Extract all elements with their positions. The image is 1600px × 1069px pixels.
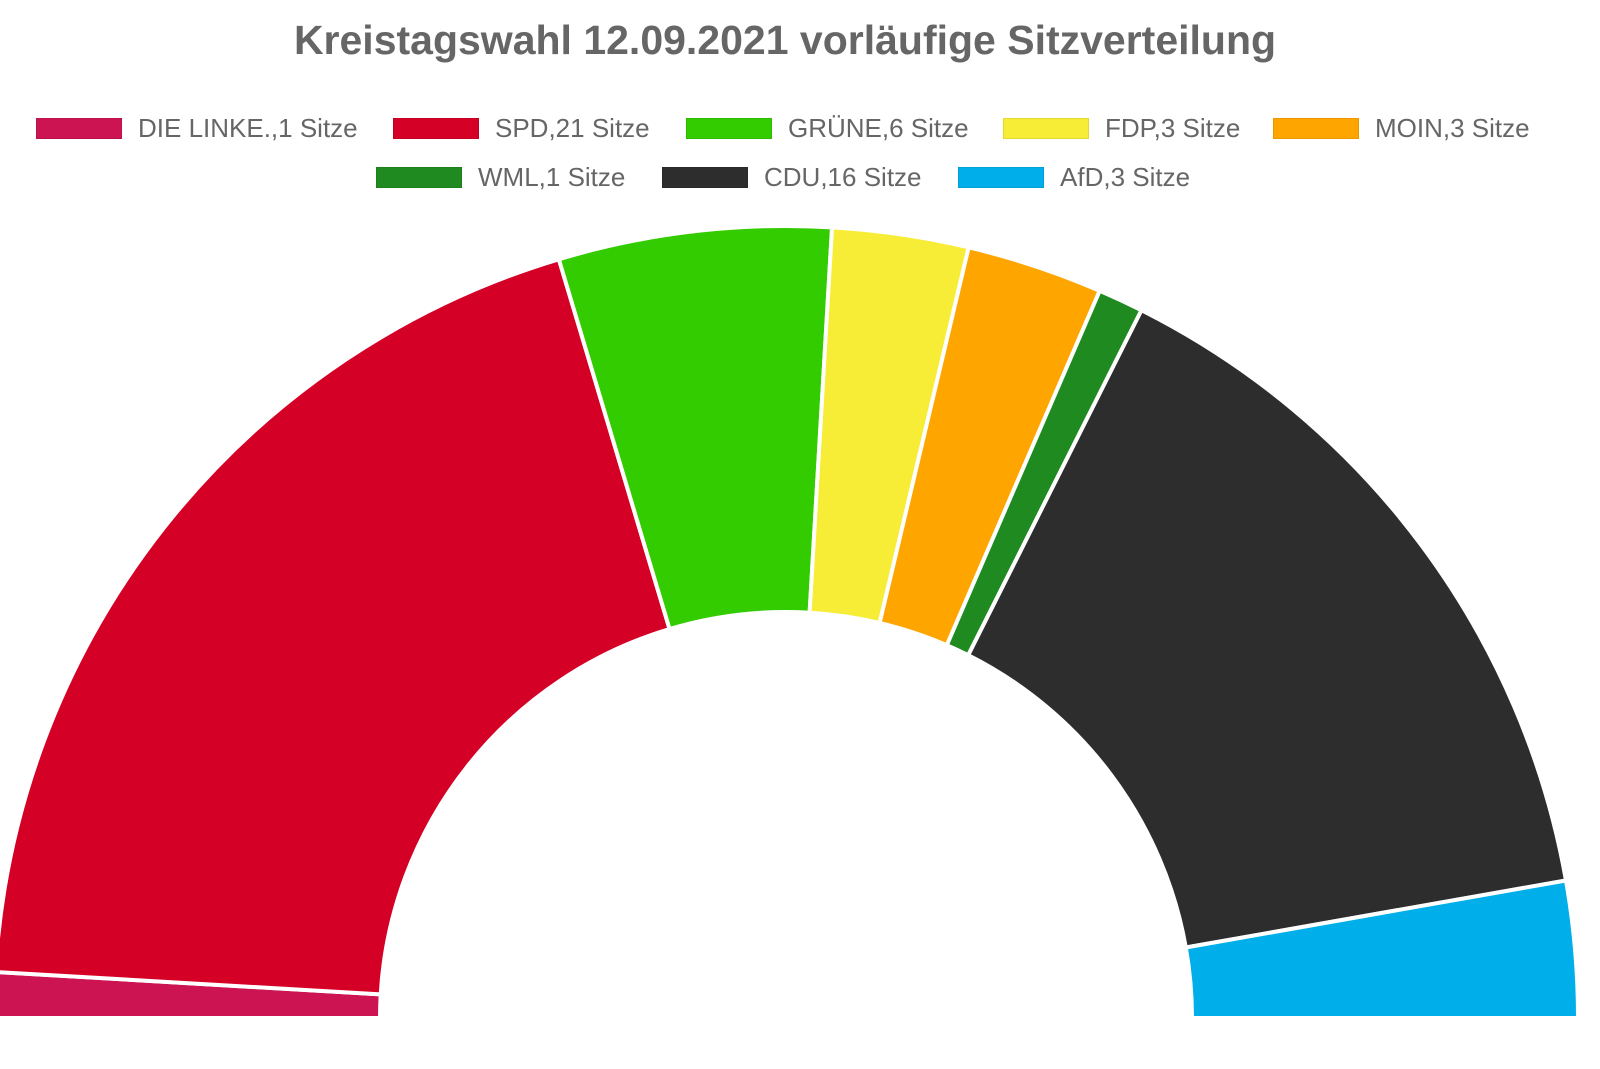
legend-label-fdp: FDP,3 Sitze bbox=[1105, 113, 1241, 143]
legend-label-moin: MOIN,3 Sitze bbox=[1375, 113, 1530, 143]
chart-title: Kreistagswahl 12.09.2021 vorläufige Sitz… bbox=[293, 17, 1277, 63]
chart-slices bbox=[0, 224, 1580, 1020]
legend-label-wml: WML,1 Sitze bbox=[478, 162, 626, 192]
slice-spd[interactable] bbox=[0, 257, 672, 997]
legend-item-afd[interactable]: AfD,3 Sitze bbox=[958, 162, 1190, 192]
legend-label-die-linke: DIE LINKE.,1 Sitze bbox=[138, 113, 358, 143]
legend-swatch-cdu bbox=[662, 166, 748, 188]
legend-label-spd: SPD,21 Sitze bbox=[495, 113, 650, 143]
legend-item-die-linke[interactable]: DIE LINKE.,1 Sitze bbox=[36, 113, 358, 143]
legend-label-cdu: CDU,16 Sitze bbox=[764, 162, 922, 192]
legend-item-gruene[interactable]: GRÜNE,6 Sitze bbox=[686, 113, 969, 143]
slice-afd[interactable] bbox=[1183, 878, 1580, 1020]
legend-item-spd[interactable]: SPD,21 Sitze bbox=[393, 113, 650, 143]
legend-item-moin[interactable]: MOIN,3 Sitze bbox=[1273, 113, 1530, 143]
legend-item-cdu[interactable]: CDU,16 Sitze bbox=[662, 162, 922, 192]
legend-swatch-wml bbox=[376, 166, 462, 188]
legend-swatch-die-linke bbox=[36, 117, 122, 139]
legend-swatch-moin bbox=[1273, 117, 1359, 139]
legend-swatch-gruene bbox=[686, 117, 772, 139]
legend-item-wml[interactable]: WML,1 Sitze bbox=[376, 162, 625, 192]
legend-swatch-fdp bbox=[1003, 117, 1089, 139]
legend-item-fdp[interactable]: FDP,3 Sitze bbox=[1003, 113, 1240, 143]
slice-cdu[interactable] bbox=[966, 308, 1568, 950]
legend-label-afd: AfD,3 Sitze bbox=[1060, 162, 1191, 192]
legend-swatch-afd bbox=[958, 166, 1044, 188]
legend-label-gruene: GRÜNE,6 Sitze bbox=[788, 113, 969, 143]
legend-swatch-spd bbox=[393, 117, 479, 139]
